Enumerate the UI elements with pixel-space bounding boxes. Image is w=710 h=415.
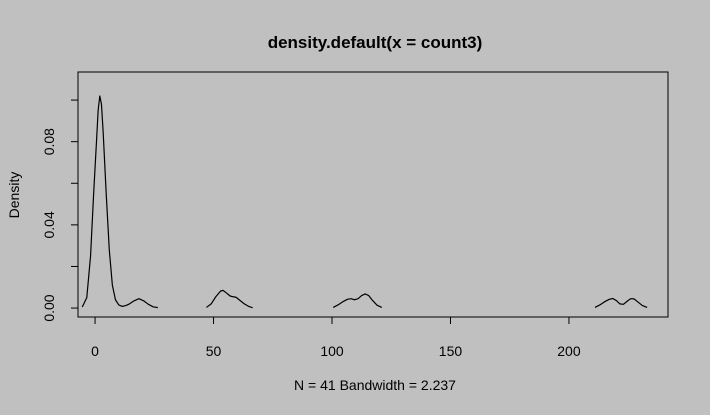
density-curve-segment xyxy=(332,293,383,308)
plot-frame xyxy=(77,71,669,318)
y-axis-label: Density xyxy=(6,172,22,219)
x-tick-label: 50 xyxy=(206,343,222,359)
density-curve-segment xyxy=(594,297,648,308)
y-axis: 0.00 0.04 0.08 xyxy=(41,99,78,322)
density-curve-segment xyxy=(81,95,158,309)
x-tick-label: 200 xyxy=(557,343,581,359)
x-tick-label: 100 xyxy=(320,343,344,359)
x-tick-label: 150 xyxy=(439,343,463,359)
x-axis-label: N = 41 Bandwidth = 2.237 xyxy=(294,377,456,393)
y-tick-label: 0.04 xyxy=(41,211,57,238)
density-curve-segment xyxy=(206,289,253,309)
y-tick-label: 0.00 xyxy=(41,294,57,321)
y-tick-label: 0.08 xyxy=(41,128,57,155)
x-tick-label: 0 xyxy=(91,343,99,359)
chart-title: density.default(x = count3) xyxy=(268,33,483,52)
density-series xyxy=(81,95,648,309)
x-axis: 0 50 100 150 200 xyxy=(91,317,581,359)
